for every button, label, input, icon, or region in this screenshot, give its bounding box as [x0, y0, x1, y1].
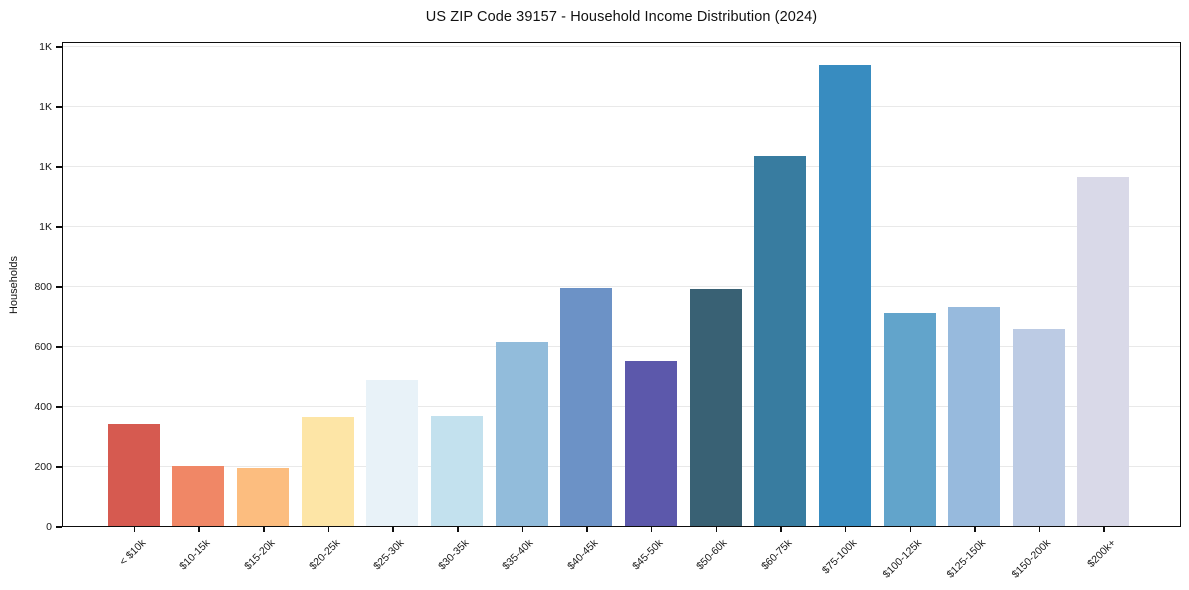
bar: [237, 468, 289, 526]
bar: [366, 380, 419, 526]
y-tick-label: 0: [46, 521, 52, 533]
x-tick-mark: [909, 527, 912, 532]
bar: [754, 156, 807, 526]
x-tick-label: $35-40k: [500, 537, 536, 573]
bar: [818, 65, 871, 526]
x-tick-mark: [327, 527, 330, 532]
x-tick-mark: [715, 527, 718, 532]
y-tick-mark: [56, 526, 62, 528]
y-tick-label: 1K: [39, 161, 52, 174]
x-tick-mark: [1103, 527, 1106, 532]
x-tick-mark: [263, 527, 265, 532]
y-tick-mark: [56, 406, 62, 408]
x-tick-label: $150-200k: [1009, 537, 1054, 581]
y-tick-label: 1K: [39, 101, 52, 114]
x-tick-mark: [974, 527, 976, 532]
x-tick-mark: [392, 527, 394, 532]
y-tick-label: 200: [34, 461, 52, 473]
y-tick-mark: [56, 46, 62, 48]
x-tick-mark: [456, 527, 459, 532]
x-tick-label: $45-50k: [629, 537, 666, 573]
gridline: [63, 345, 1180, 347]
y-tick-label: 1K: [39, 221, 52, 234]
x-tick-label: $20-25k: [306, 537, 342, 573]
bar: [495, 342, 548, 526]
x-tick-label: $50-60k: [694, 537, 730, 573]
y-tick-mark: [56, 346, 62, 348]
y-tick-label: 400: [34, 401, 52, 414]
chart-title: US ZIP Code 39157 - Household Income Dis…: [425, 9, 818, 25]
x-tick-mark: [521, 527, 524, 532]
y-tick-label: 600: [34, 341, 52, 354]
bar: [948, 306, 1001, 526]
x-tick-label: $75-100k: [819, 537, 860, 577]
bar: [430, 415, 483, 526]
y-tick-mark: [56, 106, 62, 108]
y-tick-mark: [56, 466, 62, 468]
gridline: [63, 45, 1180, 47]
gridline: [63, 165, 1180, 167]
gridline: [63, 285, 1180, 287]
plot-area: [62, 42, 1181, 527]
x-tick-label: $30-35k: [435, 537, 472, 573]
x-tick-label: $40-45k: [565, 537, 601, 573]
x-tick-mark: [844, 527, 847, 532]
x-tick-mark: [780, 527, 782, 532]
x-tick-label: $15-20k: [241, 537, 278, 573]
x-tick-label: < $10k: [116, 537, 148, 568]
x-tick-label: $60-75k: [759, 537, 795, 573]
x-tick-mark: [650, 527, 653, 532]
x-tick-label: $100-125k: [880, 537, 924, 581]
bar: [689, 288, 742, 526]
y-tick-label: 800: [34, 281, 52, 294]
x-tick-mark: [1038, 527, 1041, 532]
bar: [560, 287, 613, 526]
x-tick-mark: [198, 527, 200, 532]
y-tick-mark: [56, 286, 62, 288]
y-tick-mark: [56, 226, 62, 228]
x-tick-label: $10-15k: [177, 537, 213, 573]
gridline: [63, 225, 1180, 227]
y-tick-mark: [56, 166, 62, 168]
bar: [883, 312, 936, 526]
bar: [1077, 177, 1130, 526]
x-tick-label: $200k+: [1084, 537, 1118, 571]
x-tick-mark: [586, 527, 588, 532]
x-tick-label: $125-150k: [944, 537, 989, 581]
bar: [1012, 328, 1065, 526]
gridline: [63, 465, 1180, 467]
bar: [301, 416, 354, 526]
bar: [624, 361, 677, 526]
x-tick-label: $25-30k: [371, 537, 407, 573]
bar: [172, 465, 225, 526]
bar: [107, 423, 160, 526]
y-tick-label: 1K: [39, 41, 52, 54]
gridline: [63, 105, 1180, 107]
gridline: [63, 405, 1180, 407]
x-tick-mark: [133, 527, 136, 532]
